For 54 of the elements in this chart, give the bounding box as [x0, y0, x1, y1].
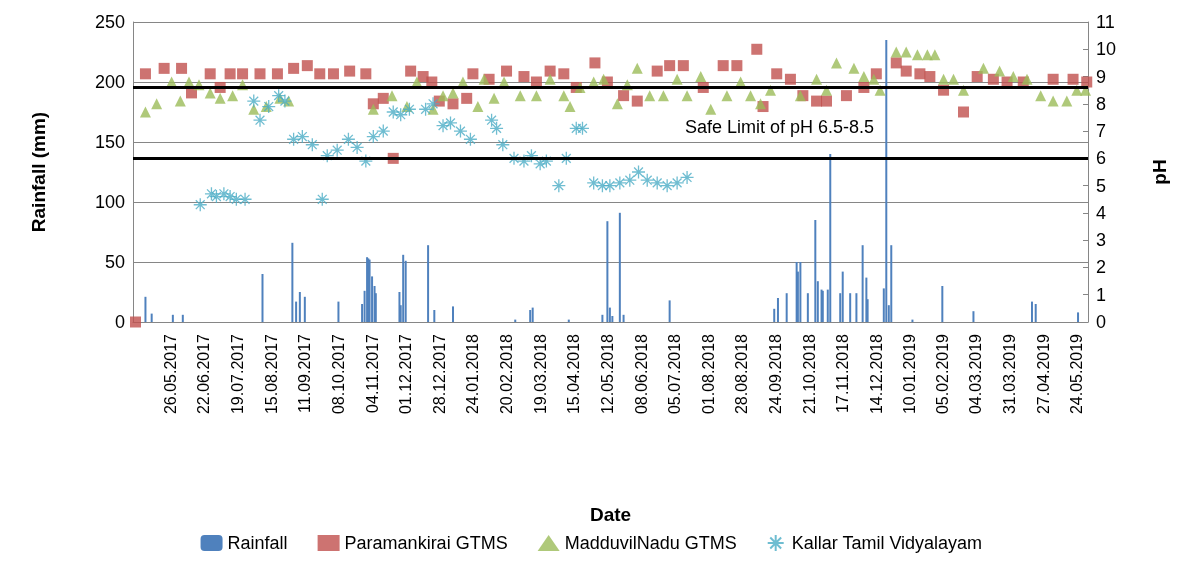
x-tick-label: 28.08.2018	[733, 333, 751, 415]
y2-axis-title: pH	[1149, 159, 1170, 185]
x-tick-label: 01.08.2018	[699, 333, 717, 415]
y2-tick-label: 0	[1096, 312, 1107, 332]
x-tick-label: 15.08.2017	[262, 333, 280, 415]
x-tick-label: 27.04.2019	[1034, 333, 1052, 415]
x-tick-label: 10.01.2019	[901, 333, 919, 415]
x-tick-label: 17.11.2018	[834, 333, 852, 413]
y2-tick-label: 9	[1096, 66, 1107, 87]
x-tick-label: 31.03.2019	[1001, 333, 1019, 415]
x-tick-label: 12.05.2018	[598, 333, 616, 415]
y-tick-label: 0	[114, 312, 125, 332]
annotation: Safe Limit of pH 6.5-8.5	[685, 117, 875, 137]
x-tick-label: 20.02.2018	[498, 333, 516, 415]
x-tick-label: 04.11.2017	[363, 333, 381, 413]
legend-label: MadduvilNadu GTMS	[564, 533, 737, 553]
x-tick-label: 14.12.2018	[867, 333, 885, 415]
y2-tick-label: 8	[1096, 93, 1107, 114]
x-tick-label: 24.01.2018	[464, 333, 482, 415]
y-tick-label: 50	[104, 252, 125, 272]
y-axis-title: Rainfall (mm)	[28, 111, 49, 233]
x-axis-title: Date	[589, 504, 632, 525]
y2-tick-label: 4	[1096, 202, 1107, 223]
legend-label: Paramankirai GTMS	[344, 533, 508, 553]
legend-label: Kallar Tamil Vidyalayam	[791, 533, 983, 553]
x-tick-label: 19.07.2017	[229, 333, 247, 415]
x-tick-label: 05.02.2019	[933, 333, 951, 415]
y2-tick-label: 2	[1096, 257, 1107, 278]
x-tick-label: 22.06.2017	[195, 333, 213, 415]
y-tick-label: 150	[94, 132, 125, 152]
y-tick-label: 200	[94, 72, 125, 92]
x-tick-label: 08.10.2017	[329, 333, 347, 415]
y2-tick-label: 11	[1096, 12, 1115, 32]
y2-tick-label: 10	[1096, 39, 1117, 60]
x-tick-label: 05.07.2018	[666, 333, 684, 415]
x-tick-label: 15.04.2018	[565, 333, 583, 415]
y2-tick-label: 6	[1096, 148, 1107, 169]
x-tick-label: 26.05.2017	[161, 333, 179, 415]
x-tick-label: 08.06.2018	[632, 333, 650, 415]
y2-tick-label: 7	[1096, 121, 1107, 142]
x-tick-label: 11.09.2017	[296, 333, 314, 413]
y-tick-label: 250	[94, 12, 125, 32]
x-tick-label: 24.05.2019	[1068, 333, 1086, 415]
y2-tick-label: 1	[1096, 284, 1107, 305]
legend-label: Rainfall	[227, 533, 288, 553]
y2-tick-label: 3	[1096, 230, 1107, 251]
x-tick-label: 21.10.2018	[800, 333, 818, 415]
x-tick-label: 01.12.2017	[397, 333, 415, 415]
y-tick-label: 100	[94, 192, 125, 212]
x-tick-label: 28.12.2017	[430, 333, 448, 415]
y2-tick-label: 5	[1096, 175, 1107, 196]
x-tick-label: 04.03.2019	[967, 333, 985, 415]
x-tick-label: 24.09.2018	[766, 333, 784, 415]
x-tick-label: 19.03.2018	[531, 333, 549, 415]
